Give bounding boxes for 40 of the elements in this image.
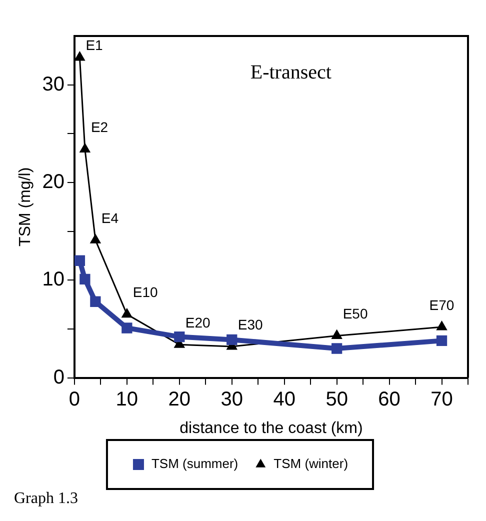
point: [74, 255, 86, 266]
x-tick-label: 0: [68, 388, 80, 410]
legend-label: TSM (summer): [151, 456, 238, 472]
point: [90, 296, 101, 307]
caption: Graph 1.3: [14, 490, 78, 508]
point: [122, 308, 132, 318]
x-tick-label: 50: [326, 388, 348, 410]
annotation: E10: [132, 284, 158, 300]
annotation: E20: [185, 314, 211, 330]
x-tick-label: 20: [168, 388, 191, 410]
y-tick-label: 0: [53, 366, 64, 388]
annotation: E4: [101, 210, 119, 226]
x-tick-label: 40: [273, 388, 296, 410]
annotation: E1: [86, 36, 104, 53]
y-tick-label: 20: [42, 171, 64, 193]
point: [436, 321, 447, 330]
point: [174, 331, 185, 342]
annotation: E50: [342, 306, 368, 322]
x-tick-label: 30: [220, 388, 243, 410]
annotation: E30: [238, 316, 263, 332]
point: [331, 343, 342, 354]
annotation: E2: [90, 119, 108, 136]
x-tick-label: 10: [116, 388, 138, 410]
point: [226, 334, 238, 346]
y-tick-label: 30: [42, 73, 64, 96]
y-tick-label: 10: [42, 268, 64, 291]
y-axis-title: TSM (mg/l): [17, 167, 34, 246]
x-tick-label: 70: [430, 388, 453, 410]
point: [74, 52, 85, 61]
legend-label: TSM (winter): [274, 456, 348, 472]
x-axis-title: distance to the coast (km): [180, 420, 363, 437]
point: [80, 274, 90, 284]
annotation: E70: [429, 296, 454, 313]
text: E-transect: [250, 61, 332, 84]
point: [436, 335, 448, 346]
x-tick-label: 60: [378, 388, 400, 410]
point: [332, 330, 342, 340]
point: [90, 234, 101, 244]
point: [80, 144, 90, 153]
point: [122, 322, 132, 334]
